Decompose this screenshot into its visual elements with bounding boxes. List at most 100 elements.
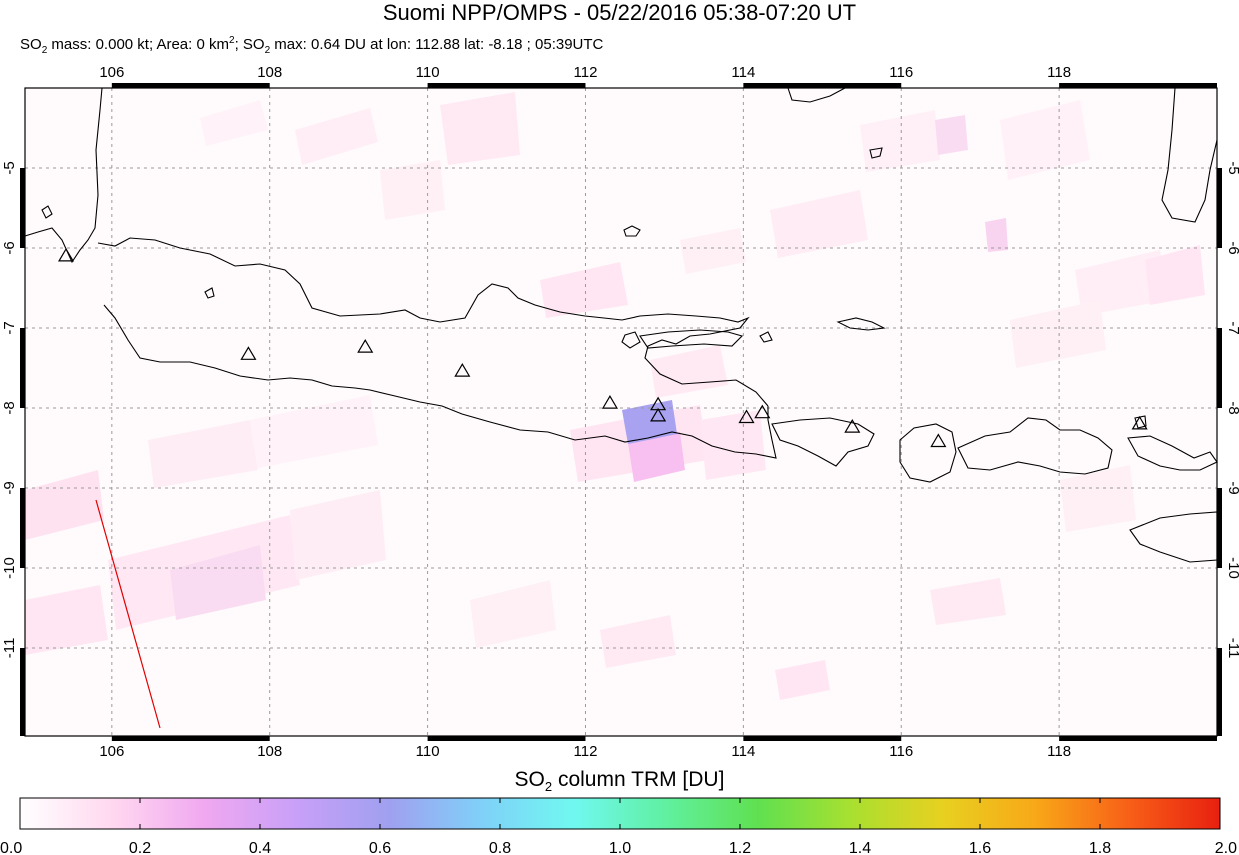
lon-label-top: 106: [99, 64, 124, 81]
so2-pixel-max: [622, 400, 677, 444]
so2-pixel: [1145, 245, 1205, 305]
colorbar-tick-label: 1.4: [849, 840, 871, 855]
coastline-kalimantan: [787, 87, 846, 103]
lat-label-left: -10: [1, 557, 18, 579]
frame-bar-right: [1217, 168, 1222, 248]
lon-label-top: 114: [731, 64, 755, 81]
lon-label-bottom: 116: [889, 743, 913, 760]
volcano-marker: [754, 404, 771, 419]
volcano-marker: [454, 363, 471, 377]
colorbar-tick-label: 0.6: [369, 840, 391, 855]
so2-pixel-high: [628, 432, 685, 482]
colorbar-title-sub: 2: [544, 779, 553, 795]
so2-pixel: [680, 228, 746, 274]
colorbar: 0.0 0.2 0.4 0.6 0.8 1.0 1.2 1.4 1.6 1.8 2.0: [0, 797, 1237, 855]
so2-pixels: [25, 92, 1205, 700]
lon-label-top: 118: [1047, 64, 1071, 81]
lat-label-right: -5: [1225, 161, 1239, 174]
so2-pixel: [25, 585, 108, 655]
colorbar-tick-label: 0.2: [129, 840, 151, 855]
volcano-markers: [57, 247, 1148, 448]
frame-bar-bottom: [743, 736, 902, 741]
so2-pixel: [1010, 300, 1106, 368]
coastline-java-south: [103, 304, 777, 459]
lon-label-bottom: 106: [99, 743, 124, 760]
volcano-marker: [738, 409, 755, 424]
lon-label-top: 112: [574, 64, 598, 81]
colorbar-tick-label: 1.0: [609, 840, 631, 855]
lon-label-bottom: 110: [416, 743, 440, 760]
frame-bar-left: [20, 328, 25, 408]
frame-bar-right: [1217, 488, 1222, 568]
frame-bar-bottom: [1059, 736, 1217, 741]
lon-label-top: 110: [416, 64, 440, 81]
lon-label-bottom: 118: [1047, 743, 1071, 760]
coastline-bali: [771, 417, 875, 467]
so2-pixel: [700, 410, 766, 480]
so2-pixel: [600, 615, 676, 668]
so2-pixel: [25, 470, 104, 540]
coastline-islet: [621, 331, 641, 349]
frame-bar-bottom: [111, 736, 270, 741]
coastline-lombok: [899, 423, 957, 483]
lat-label-right: -6: [1225, 241, 1239, 254]
volcano-marker: [57, 247, 75, 262]
so2-pixel: [470, 580, 556, 648]
so2-pixel: [1060, 465, 1136, 532]
volcano-marker: [240, 346, 257, 360]
colorbar-tick-label: 1.8: [1089, 840, 1111, 855]
lat-label-left: -7: [1, 321, 18, 334]
colorbar-tick-label: 0.4: [249, 840, 271, 855]
frame-bar-right: [1217, 648, 1222, 736]
coastline-islet: [759, 331, 773, 343]
map-grid: [25, 88, 1217, 736]
frame-bar-left: [20, 648, 25, 736]
volcano-marker: [357, 339, 374, 353]
lat-label-left: -6: [1, 241, 18, 254]
subtitle-part-2: 2: [41, 45, 48, 56]
lon-label-top: 108: [257, 64, 282, 81]
frame-bar-right: [1217, 328, 1222, 408]
so2-pixel: [440, 92, 520, 165]
so2-pixel: [770, 190, 868, 258]
lat-label-right: -9: [1225, 481, 1239, 494]
so2-pixel: [935, 115, 968, 155]
colorbar-tick-label: 1.2: [729, 840, 751, 855]
coastline-sumbawa: [957, 417, 1113, 475]
lat-label-right: -7: [1225, 321, 1239, 334]
volcano-marker: [601, 395, 618, 409]
so2-pixel: [775, 660, 830, 700]
so2-pixel: [380, 160, 445, 220]
map-frame-bars: [20, 83, 1222, 741]
coastline-islet: [41, 205, 53, 219]
so2-pixel: [1075, 250, 1168, 316]
subtitle-part-3: mass: 0.000 kt; Area: 0 km: [47, 36, 229, 53]
lat-label-left: -11: [1, 638, 18, 659]
volcano-marker: [844, 419, 861, 433]
map-subtitle: SO2 mass: 0.000 kt; Area: 0 km2; SO2 max…: [20, 35, 603, 56]
colorbar-title-main: SO: [514, 768, 545, 791]
colorbar-tick-label: 1.6: [969, 840, 991, 855]
colorbar-tick-label: 0.8: [489, 840, 511, 855]
subtitle-part-6: 2: [264, 45, 271, 56]
coastline-kangean: [836, 317, 886, 331]
volcano-marker: [930, 433, 947, 448]
coastline-islet: [869, 147, 883, 159]
map-frame: [24, 87, 1218, 737]
coastline-islet: [1134, 415, 1147, 429]
lon-label-bottom: 112: [574, 743, 598, 760]
lon-label-top: 116: [889, 64, 913, 81]
so2-pixel: [540, 262, 628, 318]
lat-label-left: -8: [1, 401, 18, 414]
so2-pixel: [985, 218, 1008, 252]
map-title: Suomi NPP/OMPS - 05/22/2016 05:38-07:20 …: [382, 0, 857, 25]
coastline-madura: [639, 329, 744, 349]
colorbar-tick-label: 2.0: [1215, 840, 1237, 855]
coastline-bawean: [623, 225, 641, 237]
frame-bar-bottom: [427, 736, 586, 741]
frame-bar-left: [20, 488, 25, 568]
subtitle-part-5: ; SO: [234, 36, 265, 53]
subtitle-part-7: max: 0.64 DU at lon: 112.88 lat: -8.18 ;…: [270, 36, 604, 53]
subtitle-part-1: SO: [20, 36, 42, 53]
colorbar-title: SO2 column TRM [DU]: [0, 768, 1239, 794]
